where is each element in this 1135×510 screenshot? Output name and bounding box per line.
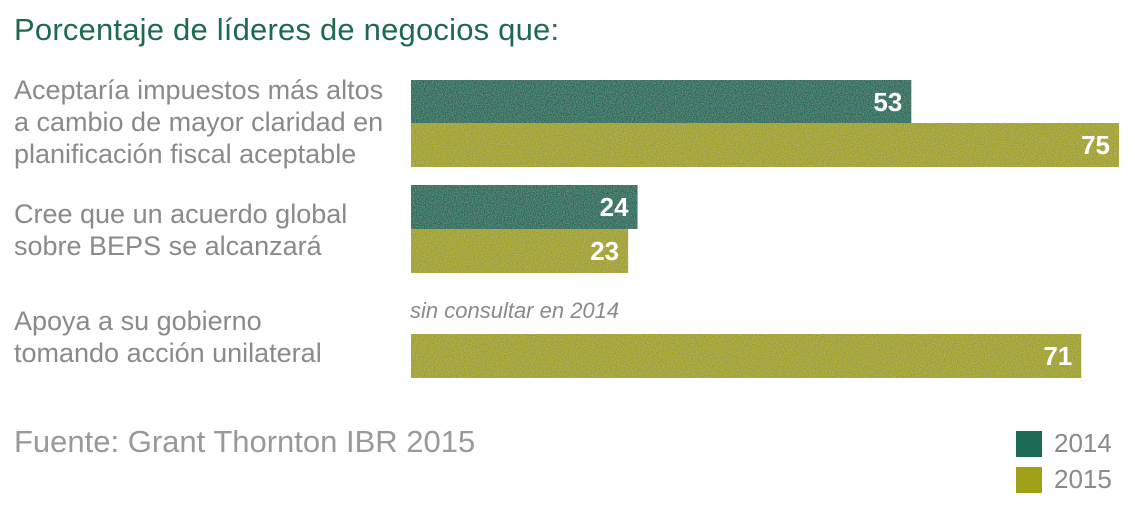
bar-value-label-2015-higher-taxes: 75 xyxy=(1081,130,1110,160)
bar-value-label-2014-higher-taxes: 53 xyxy=(873,87,902,117)
category-label-higher-taxes: Aceptaría impuestos más altos a cambio d… xyxy=(14,75,384,169)
chart-title: Porcentaje de líderes de negocios que: xyxy=(14,12,560,47)
category-label-beps-agreement: Cree que un acuerdo global sobre BEPS se… xyxy=(14,199,348,261)
annotation-not-surveyed: sin consultar en 2014 xyxy=(410,298,620,323)
legend-item-2014: 2014 xyxy=(1016,428,1112,459)
bar-value-label-2015-unilateral-action: 71 xyxy=(1043,341,1072,371)
legend-swatch-2014 xyxy=(1016,430,1042,457)
bar-2014-beps-agreement xyxy=(411,185,638,229)
bar-value-label-2014-beps-agreement: 24 xyxy=(600,192,629,222)
bar-2015-beps-agreement xyxy=(411,229,629,273)
bar-2014-higher-taxes xyxy=(411,80,912,124)
legend-swatch-2015 xyxy=(1016,466,1042,493)
bar-2015-higher-taxes xyxy=(411,123,1119,167)
bar-2015-unilateral-action xyxy=(411,334,1082,378)
bar-value-label-2015-beps-agreement: 23 xyxy=(590,236,619,266)
legend-item-2015: 2015 xyxy=(1016,464,1112,495)
category-label-unilateral-action: Apoya a su gobierno tomando acción unila… xyxy=(14,306,322,368)
source-note: Fuente: Grant Thornton IBR 2015 xyxy=(14,424,476,459)
legend-label-2015: 2015 xyxy=(1054,464,1112,494)
legend-label-2014: 2014 xyxy=(1054,428,1112,458)
